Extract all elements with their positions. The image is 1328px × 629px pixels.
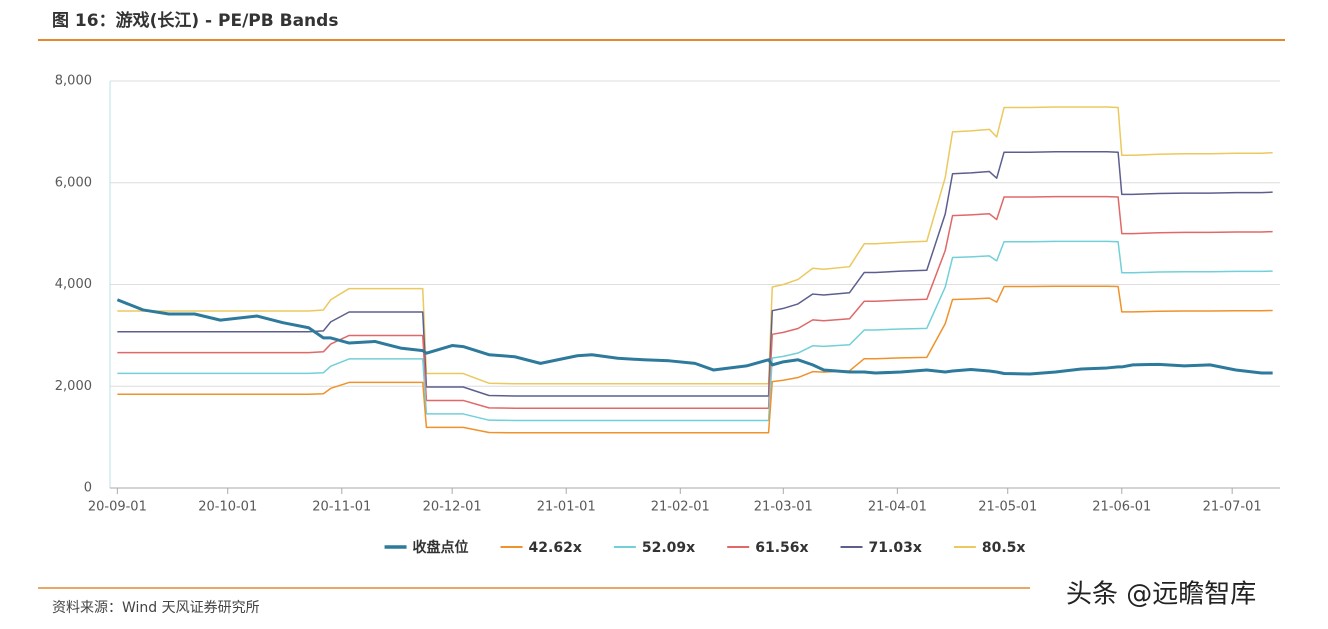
chart-title: 图 16：游戏(长江) - PE/PB Bands — [52, 10, 338, 31]
legend-label: 71.03x — [869, 540, 922, 556]
series-line — [116, 298, 1273, 376]
y-tick-label: 2,000 — [55, 379, 92, 394]
series-line — [117, 285, 1273, 434]
x-tick-label: 21-06-01 — [1092, 500, 1151, 515]
x-tick-label: 21-03-01 — [754, 500, 813, 515]
x-tick-label: 20-09-01 — [88, 500, 147, 515]
series-line — [117, 240, 1273, 422]
legend-label: 80.5x — [982, 540, 1026, 556]
series-line — [117, 195, 1273, 409]
legend: 收盘点位 42.62x 52.09x 61.56x 71.03x 80.5x — [384, 539, 1026, 556]
series-line — [117, 106, 1273, 385]
x-tick-label: 20-10-01 — [198, 500, 257, 515]
y-tick-label: 0 — [84, 481, 92, 496]
x-tick-label: 20-12-01 — [423, 500, 482, 515]
legend-item: 52.09x — [613, 540, 695, 556]
x-tick-label: 21-05-01 — [978, 500, 1037, 515]
legend-label: 61.56x — [755, 540, 808, 556]
legend-label: 42.62x — [529, 540, 582, 556]
series-line — [117, 151, 1273, 397]
legend-item: 42.62x — [500, 540, 582, 556]
legend-item: 收盘点位 — [384, 539, 469, 556]
y-tick-label: 6,000 — [55, 175, 92, 190]
legend-item: 71.03x — [840, 540, 922, 556]
y-tick-label: 8,000 — [55, 74, 92, 89]
x-tick-label: 20-11-01 — [312, 500, 371, 515]
legend-item: 61.56x — [727, 540, 809, 556]
watermark-bg — [1055, 572, 1317, 618]
y-tick-label: 4,000 — [55, 277, 92, 292]
watermark: 头条 @远瞻智库 — [1066, 580, 1256, 610]
x-tick-label: 21-01-01 — [537, 500, 596, 515]
x-tick-label: 21-02-01 — [651, 500, 710, 515]
source: 资料来源：Wind 天风证券研究所 — [52, 600, 260, 616]
plot-area: 0 2,000 4,000 6,000 8,000 20-09-01 20-10-01 20-… — [55, 74, 1280, 515]
legend-label: 收盘点位 — [413, 539, 469, 556]
x-tick-label: 21-07-01 — [1203, 500, 1262, 515]
legend-item: 80.5x — [953, 540, 1026, 556]
legend-label: 52.09x — [642, 540, 695, 556]
x-tick-label: 21-04-01 — [868, 500, 927, 515]
